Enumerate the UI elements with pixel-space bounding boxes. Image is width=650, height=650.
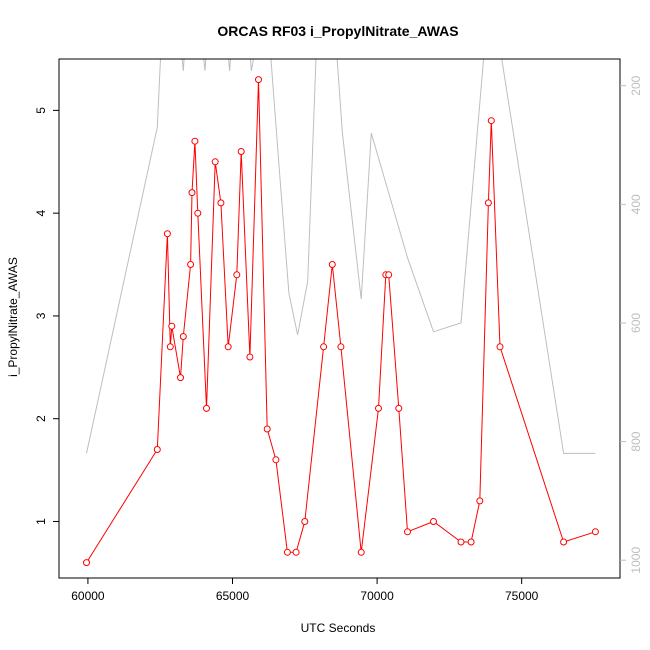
series-line xyxy=(86,79,596,563)
data-point xyxy=(404,528,411,536)
data-point xyxy=(395,404,403,412)
data-point xyxy=(179,333,187,340)
data-point xyxy=(484,199,492,207)
data-point xyxy=(591,528,599,536)
data-point xyxy=(168,322,176,330)
x-tick-label: 65000 xyxy=(216,589,250,603)
data-point xyxy=(163,230,171,238)
data-point xyxy=(255,76,262,84)
data-point xyxy=(457,538,465,546)
y-tick-label: 3 xyxy=(34,312,48,319)
data-point xyxy=(476,497,484,505)
plot-region: 60000 65000 70000 75000 1 2 3 4 5 200 400 600 800 100… xyxy=(34,58,643,603)
y-tick-label: 2 xyxy=(34,415,48,422)
data-point xyxy=(357,548,365,556)
data-point xyxy=(153,446,161,453)
x-tick-label: 60000 xyxy=(71,589,105,603)
right-axis-tick-label: 800 xyxy=(629,431,643,451)
y-tick-label: 4 xyxy=(34,210,48,217)
data-point xyxy=(203,404,210,412)
data-point xyxy=(166,343,174,351)
data-point xyxy=(224,343,232,351)
data-point xyxy=(430,518,437,525)
data-point xyxy=(272,456,280,464)
data-point xyxy=(83,559,90,567)
x-tick-label: 75000 xyxy=(505,589,539,603)
y-tick-label: 1 xyxy=(34,518,48,525)
data-point xyxy=(560,538,568,546)
background-series-line xyxy=(86,59,596,454)
data-point xyxy=(194,209,202,217)
data-point xyxy=(188,189,196,197)
data-point xyxy=(246,353,254,361)
data-point xyxy=(283,548,291,556)
data-point xyxy=(187,261,195,268)
data-point xyxy=(320,343,328,351)
data-point xyxy=(496,343,504,351)
data-point xyxy=(191,137,199,145)
data-point xyxy=(217,199,225,207)
data-point xyxy=(337,343,345,351)
data-point xyxy=(292,548,300,556)
data-point xyxy=(328,261,336,268)
right-axis-tick-label: 1000 xyxy=(629,547,643,574)
x-axis-title: UTC Seconds xyxy=(301,621,376,635)
y-axis-title: i_PropylNitrate_AWAS xyxy=(6,257,20,377)
plot-frame xyxy=(58,58,621,579)
data-point xyxy=(263,425,271,433)
data-point xyxy=(375,404,382,412)
data-point xyxy=(211,158,219,166)
y-tick-label: 5 xyxy=(34,107,48,114)
data-point xyxy=(233,271,241,279)
right-axis-tick-label: 600 xyxy=(629,313,643,333)
data-point xyxy=(301,518,309,525)
data-point xyxy=(385,271,393,279)
data-point xyxy=(177,374,184,382)
data-point xyxy=(487,117,495,125)
data-point xyxy=(237,148,245,155)
x-tick-label: 70000 xyxy=(360,589,394,603)
right-axis-tick-label: 200 xyxy=(629,75,643,95)
chart-title: ORCAS RF03 i_PropylNitrate_AWAS xyxy=(217,23,458,39)
right-axis-tick-label: 400 xyxy=(629,194,643,214)
data-point xyxy=(467,538,475,546)
